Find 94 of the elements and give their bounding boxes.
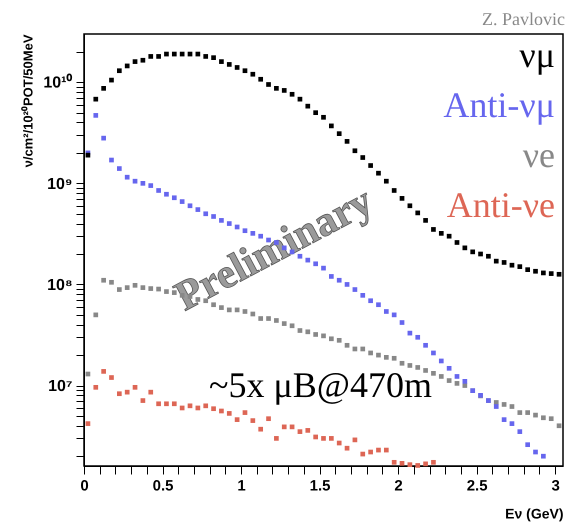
point (462, 379, 468, 384)
y-tick-label: 10⁸ (47, 276, 72, 294)
annotation: ~5x μB@470m (209, 365, 432, 405)
point (203, 403, 208, 408)
point (180, 406, 184, 410)
point (242, 410, 248, 415)
point (360, 452, 366, 456)
text: νe (522, 135, 555, 175)
point (408, 330, 412, 336)
point (408, 462, 412, 467)
point (376, 302, 381, 308)
point (86, 421, 90, 426)
point (336, 440, 342, 446)
y-tick-label: 10⁹ (47, 176, 72, 193)
point (290, 424, 294, 430)
point (148, 390, 154, 395)
point (164, 401, 169, 406)
text: νμ (519, 35, 555, 75)
point (196, 406, 200, 410)
point (431, 460, 436, 465)
point (219, 408, 224, 414)
point (368, 450, 373, 454)
point (132, 178, 138, 184)
y-axis-title: ν/cm²/10²⁰POT/50MeV (20, 34, 36, 168)
x-tick-label: 1 (237, 478, 246, 494)
point (172, 401, 177, 406)
point (313, 434, 318, 440)
point (298, 429, 302, 434)
point (329, 436, 334, 441)
point (352, 438, 358, 442)
y-tick-label: 10⁷ (48, 378, 72, 396)
point (211, 406, 216, 412)
point (415, 334, 420, 340)
text: Anti-νe (446, 185, 555, 225)
point (541, 454, 546, 459)
point (124, 390, 130, 395)
x-tick-label: 3 (551, 478, 560, 494)
point (101, 136, 106, 140)
point (446, 366, 452, 371)
point (510, 421, 514, 426)
point (423, 342, 428, 348)
point (258, 426, 264, 432)
point (400, 320, 404, 325)
text: Anti-νμ (443, 85, 555, 125)
point (140, 398, 146, 403)
y-tick-label: 10¹⁰ (43, 74, 72, 92)
point (164, 192, 169, 197)
point (392, 312, 397, 318)
point (305, 428, 310, 433)
point (525, 442, 530, 448)
text: Z. Pavlovic (482, 9, 565, 29)
point (454, 374, 460, 379)
point (188, 403, 192, 408)
point (423, 462, 428, 466)
point (384, 309, 389, 314)
point (101, 369, 106, 374)
point (116, 166, 122, 171)
x-tick-label: 0.5 (152, 478, 174, 494)
point (156, 188, 161, 193)
point (156, 401, 161, 406)
point (438, 358, 444, 364)
point (226, 411, 232, 416)
point (533, 450, 538, 454)
point (132, 384, 138, 390)
x-tick-label: 2 (394, 478, 403, 494)
point (282, 424, 287, 430)
point (124, 174, 130, 180)
point (376, 448, 381, 452)
point (431, 350, 436, 356)
point (109, 375, 114, 380)
point (494, 404, 499, 409)
point (250, 418, 256, 423)
x-axis-title: Eν (GeV) (505, 506, 564, 522)
point (93, 384, 98, 390)
point (234, 417, 240, 422)
point (140, 180, 146, 186)
point (321, 436, 326, 441)
point (392, 460, 397, 465)
point (266, 416, 271, 422)
point (384, 448, 389, 452)
point (502, 417, 506, 422)
point (368, 298, 373, 304)
x-tick-label: 1.5 (310, 478, 331, 494)
point (517, 429, 522, 434)
point (400, 460, 404, 466)
point (93, 113, 98, 118)
point (116, 391, 122, 396)
point (274, 436, 279, 441)
x-tick-label: 0 (80, 478, 89, 494)
point (415, 463, 420, 468)
point (148, 183, 154, 188)
x-tick-label: 2.5 (466, 478, 488, 494)
point (109, 158, 114, 162)
point (344, 446, 350, 451)
